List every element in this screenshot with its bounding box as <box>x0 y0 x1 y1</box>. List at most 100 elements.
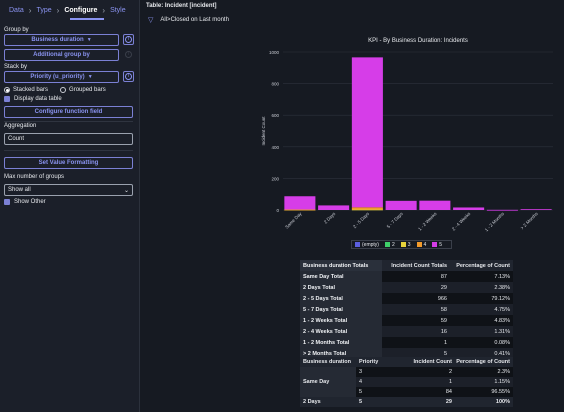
bar-segment <box>284 209 316 211</box>
legend-swatch <box>432 242 438 247</box>
x-tick-label: 2 Days <box>323 211 337 225</box>
divider <box>4 121 133 122</box>
wizard-step-configure[interactable]: Configure <box>64 6 98 14</box>
x-tick-label: > 2 Months <box>519 211 539 231</box>
x-tick-label: 1 - 2 Weeks <box>417 211 438 232</box>
wizard-step-type[interactable]: Type <box>36 6 52 14</box>
y-tick-label: 200 <box>271 176 279 181</box>
y-tick-label: 400 <box>271 145 279 150</box>
radio-dot-icon <box>4 87 10 93</box>
configure-function-field-button[interactable]: Configure function field <box>4 106 133 118</box>
legend-swatch <box>400 242 406 247</box>
table-row: 2 Days Total 29 2.38% <box>300 282 513 293</box>
table-cell: 1 - 2 Months Total <box>300 337 382 348</box>
table-cell: 2 - 5 Days Total <box>300 293 382 304</box>
set-value-formatting-button[interactable]: Set Value Formatting <box>4 157 133 169</box>
aggregation-label: Aggregation <box>4 123 37 129</box>
radio-dot-icon <box>60 87 67 93</box>
table-cell: 2 Days Total <box>300 282 382 293</box>
group-by-dropdown[interactable]: Business duration ▼ <box>4 34 119 46</box>
table-cell: 966 <box>437 295 447 302</box>
legend-item[interactable]: (empty) <box>355 242 379 248</box>
legend-swatch <box>355 242 360 247</box>
checkbox-checked-icon <box>4 199 10 205</box>
table-cell: Same Day Total <box>300 271 382 282</box>
config-panel: Data › Type › Configure › Style Group by… <box>0 0 140 412</box>
aggregation-select[interactable]: Count <box>4 133 133 145</box>
group-by-value: Business duration <box>31 37 84 43</box>
y-axis-label: Incident Count <box>261 116 266 146</box>
display-data-table-checkbox[interactable]: Display data table <box>4 96 62 102</box>
table-cell: > 2 Months Total <box>300 348 382 359</box>
legend-item[interactable]: 5 <box>432 242 442 248</box>
x-tick-label: Same Day <box>284 211 303 230</box>
table-cell: 4.83% <box>494 317 510 324</box>
group-by-info-button[interactable]: i <box>123 34 134 45</box>
caret-down-icon: ▼ <box>87 74 93 80</box>
y-tick-label: 0 <box>276 208 279 213</box>
table-cell: 96.55% <box>491 389 510 395</box>
table-cell: 29 <box>445 399 452 405</box>
wizard-step-style[interactable]: Style <box>110 6 126 14</box>
chevron-right-icon: › <box>56 5 60 15</box>
column-header: Business duration <box>303 359 351 365</box>
group-rows: 3 2 2.3% 4 1 1.15% 5 84 96.55% <box>356 367 513 397</box>
group-block: Same Day 3 2 2.3% 4 1 1.15% 5 84 96.55% <box>300 367 513 397</box>
chevron-down-icon: ⌄ <box>123 187 129 194</box>
filter-icon: ▽ <box>148 17 154 24</box>
table-cell: 2.3% <box>497 369 510 375</box>
table-cell: 5 <box>359 399 363 405</box>
table-cell: 0.08% <box>494 339 510 346</box>
table-cell: 7.13% <box>494 273 510 280</box>
chart-title: KPI - By Business Duration: Incidents <box>368 38 468 44</box>
show-other-checkbox[interactable]: Show Other <box>4 199 46 205</box>
legend-label: 3 <box>407 241 411 248</box>
table-row: 2 - 4 Weeks Total 16 1.31% <box>300 326 513 337</box>
legend-label: 2 <box>391 241 395 248</box>
legend-item[interactable]: 4 <box>416 242 426 248</box>
display-data-table-label: Display data table <box>14 96 62 102</box>
legend-item[interactable]: 2 <box>384 241 395 248</box>
additional-group-by-info-button: i <box>123 49 134 60</box>
table-row: Same Day Total 87 7.13% <box>300 271 513 282</box>
table-cell: 1.15% <box>494 379 510 385</box>
table-cell: 58 <box>440 306 447 313</box>
detail-table: Business duration Priority Incident Count P… <box>300 357 513 407</box>
stacked-bars-radio[interactable]: Stacked bars <box>4 87 48 93</box>
bar-segment <box>351 207 383 210</box>
info-icon: i <box>125 73 132 80</box>
active-step-underline <box>70 18 104 20</box>
divider <box>4 150 133 151</box>
column-header: Incident Count <box>413 359 453 365</box>
table-header: Business duration Priority Incident Count P… <box>300 357 513 367</box>
stack-by-dropdown[interactable]: Priority (u_priority) ▼ <box>4 71 119 83</box>
bar-segment <box>520 209 552 211</box>
max-groups-value: Show all <box>8 187 31 193</box>
table-cell: 87 <box>440 273 447 280</box>
table-cell: 79.12% <box>491 295 510 302</box>
legend-item[interactable]: 3 <box>400 241 411 248</box>
bar-segment <box>318 205 350 210</box>
legend-swatch <box>416 242 422 247</box>
table-row: 5 - 7 Days Total 58 4.75% <box>300 304 513 315</box>
bar-chart: KPI - By Business Duration: Incidents 0 20… <box>261 38 553 232</box>
stack-by-info-button[interactable]: i <box>123 71 134 82</box>
wizard-step-data[interactable]: Data <box>9 6 24 14</box>
table-cell: 5 - 7 Days Total <box>300 304 382 315</box>
table-cell: 0.41% <box>494 350 510 357</box>
column-header: Percentage of Count <box>456 262 510 269</box>
column-header: Priority <box>359 359 379 365</box>
bar-segment <box>351 57 383 208</box>
x-tick-label: 2 - 5 Days <box>352 211 371 230</box>
max-groups-select[interactable]: Show all ⌄ <box>4 184 133 196</box>
x-tick-label: 5 - 7 Days <box>386 211 405 230</box>
bar-mode-radio-group: Stacked bars Grouped bars <box>4 87 118 93</box>
filter-breadcrumb[interactable]: ▽ All>Closed on Last month <box>148 16 229 24</box>
table-cell: 29 <box>440 284 447 291</box>
legend-label: 5 <box>439 241 443 248</box>
table-cell: 4 <box>359 379 363 385</box>
additional-group-by-button[interactable]: Additional group by <box>4 49 119 61</box>
grouped-bars-radio[interactable]: Grouped bars <box>60 87 106 93</box>
table-row: 1 - 2 Weeks Total 59 4.83% <box>300 315 513 326</box>
group-label: Same Day <box>300 367 356 397</box>
